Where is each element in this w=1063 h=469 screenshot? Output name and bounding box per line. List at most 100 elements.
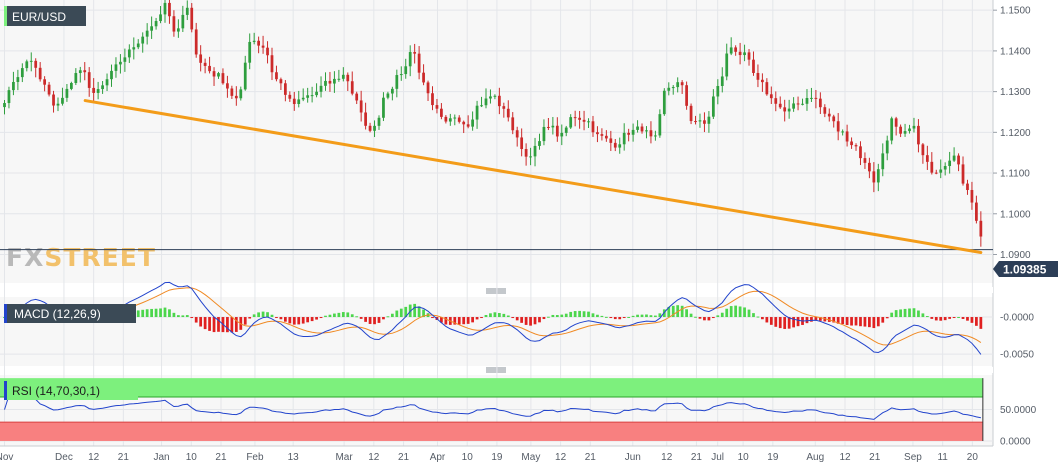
candle-body — [292, 98, 296, 105]
trendline[interactable] — [83, 99, 983, 254]
candle-body — [127, 49, 131, 58]
candle-body — [257, 40, 260, 46]
macd-histogram-bar — [176, 315, 180, 318]
macd-histogram-bar — [912, 308, 916, 318]
candle-body — [462, 121, 466, 125]
candle-body — [547, 126, 550, 128]
macd-histogram-bar — [364, 317, 367, 322]
macd-histogram-bar — [787, 317, 791, 329]
candle-body — [457, 117, 461, 122]
x-tick-label: 21 — [691, 452, 703, 463]
candle-body — [475, 105, 479, 120]
candle-body — [471, 119, 474, 127]
macd-histogram-bar — [564, 313, 568, 318]
candle-body — [444, 116, 448, 122]
macd-label[interactable]: MACD (12,26,9) — [4, 304, 136, 323]
candle-body — [404, 66, 408, 75]
candle-body — [56, 103, 60, 106]
x-tick-label: Jan — [154, 452, 170, 463]
candle-body — [756, 72, 760, 80]
candle-body — [716, 85, 720, 97]
candle-body — [234, 95, 238, 99]
macd-histogram-bar — [778, 317, 782, 329]
candle-body — [622, 132, 626, 145]
candle-body — [618, 144, 622, 148]
candle-body — [440, 108, 443, 117]
macd-histogram-bar — [524, 317, 528, 325]
candle-body — [654, 135, 657, 137]
candle-body — [382, 97, 385, 118]
macd-histogram-bar — [725, 308, 729, 318]
candle-body — [346, 74, 350, 82]
candle-body — [560, 132, 564, 137]
candle-body — [551, 125, 555, 128]
candle-body — [453, 117, 457, 119]
macd-histogram-bar — [194, 317, 198, 323]
candle-body — [850, 141, 853, 146]
candle-body — [908, 128, 911, 132]
candle-body — [96, 89, 100, 93]
macd-histogram-bar — [810, 317, 813, 322]
macd-histogram-bar — [292, 317, 296, 325]
candle-body — [752, 59, 755, 73]
macd-histogram-bar — [645, 314, 648, 318]
macd-histogram-bar — [346, 312, 350, 318]
candle-body — [373, 125, 376, 131]
macd-histogram-bar — [395, 310, 399, 318]
x-tick-label: 10 — [186, 452, 198, 463]
macd-histogram-bar — [257, 312, 260, 318]
price-y-tick-label: 1.1200 — [1000, 128, 1031, 139]
candle-body — [466, 124, 470, 127]
macd-signal-line — [4, 287, 982, 346]
macd-histogram-bar — [315, 317, 318, 320]
candle-body — [555, 125, 559, 137]
candle-body — [859, 146, 862, 159]
rsi-zones — [0, 378, 984, 441]
macd-histogram-bar — [288, 317, 292, 324]
candle-body — [333, 78, 336, 84]
macd-histogram-bar — [845, 317, 849, 326]
macd-histogram-bar — [640, 314, 644, 318]
candle-body — [7, 90, 11, 104]
macd-histogram-bar — [943, 317, 947, 321]
candle-body — [119, 61, 122, 65]
macd-histogram-bar — [966, 317, 969, 321]
candle-body — [863, 158, 867, 163]
candle-body — [502, 106, 506, 109]
x-tick-label: 21 — [585, 452, 597, 463]
candle-body — [930, 161, 934, 173]
candle-body — [168, 2, 171, 17]
candle-body — [110, 70, 113, 80]
symbol-label[interactable]: EUR/USD — [4, 6, 86, 26]
x-tick-label: 20 — [967, 452, 979, 463]
candle-body — [154, 21, 158, 27]
macd-histogram-bar — [752, 313, 755, 318]
candle-body — [185, 7, 189, 15]
candle-body — [448, 118, 452, 122]
macd-histogram-bar — [885, 317, 889, 319]
macd-layer — [3, 281, 983, 355]
candle-body — [801, 103, 804, 105]
macd-histogram-bar — [350, 314, 354, 318]
macd-histogram-bar — [952, 317, 956, 319]
candle-body — [952, 155, 956, 161]
macd-histogram-bar — [908, 308, 911, 318]
macd-histogram-bar — [805, 317, 809, 324]
candle-body — [818, 98, 822, 108]
candle-body — [578, 117, 581, 120]
splitter-grip-1-icon[interactable] — [486, 288, 506, 294]
macd-histogram-bar — [511, 317, 515, 319]
rsi-label[interactable]: RSI (14,70,30,1) — [4, 381, 138, 400]
macd-histogram-bar — [876, 317, 880, 327]
macd-histogram-bar — [359, 317, 363, 319]
macd-histogram-bar — [658, 313, 662, 318]
overlay-layer — [0, 99, 993, 254]
macd-histogram-bar — [894, 310, 898, 318]
macd-histogram-bar — [939, 317, 943, 321]
candle-body — [395, 75, 399, 89]
splitter-grip-2-icon[interactable] — [486, 367, 506, 373]
candle-body — [364, 112, 367, 126]
candle-body — [774, 98, 778, 104]
x-tick-label: May — [521, 452, 540, 463]
candle-body — [489, 96, 492, 99]
